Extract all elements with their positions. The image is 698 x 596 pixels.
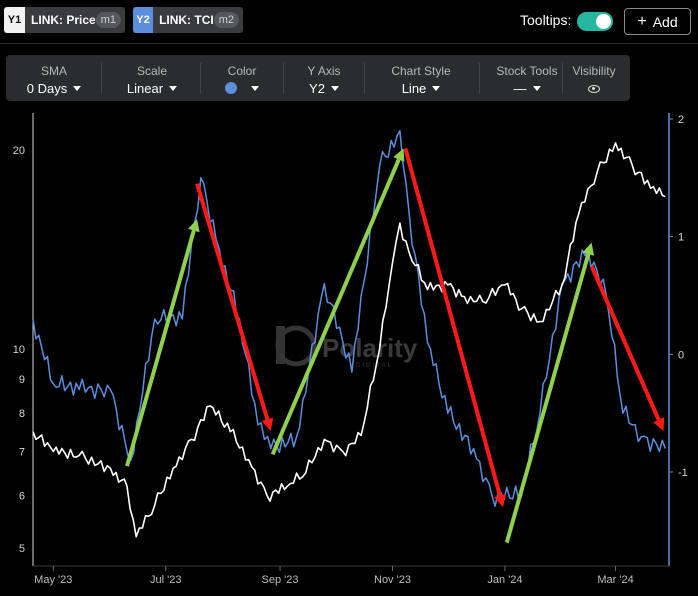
- trend-arrow: [125, 230, 196, 467]
- left-axis-tick: 6: [19, 491, 25, 503]
- x-axis-tick: Sep '23: [262, 574, 299, 586]
- stock-tools-value: —: [513, 81, 527, 96]
- trend-arrow-head: [188, 219, 200, 233]
- chevron-down-icon: [169, 86, 178, 91]
- x-axis-tick: Jan '24: [487, 574, 522, 586]
- polarity-watermark: Polarity DIGITAL: [275, 325, 418, 369]
- chart-toolbar: SMA 0 Days Scale Linear Color Y Axis Y2 …: [6, 55, 630, 101]
- sma-label: SMA: [40, 64, 67, 78]
- toggle-knob: [596, 14, 611, 29]
- add-button-label: Add: [652, 13, 678, 30]
- toolbar-divider: [479, 63, 480, 93]
- trend-arrow-head: [653, 417, 665, 431]
- chart-style-value: Line: [401, 81, 427, 96]
- trend-arrow: [403, 147, 502, 497]
- tooltips-toggle[interactable]: [577, 12, 613, 31]
- trend-arrow-head: [494, 494, 506, 508]
- chevron-down-icon: [330, 86, 339, 91]
- visibility-control[interactable]: Visibility: [566, 55, 622, 101]
- y2-tag: Y2: [133, 7, 154, 33]
- color-swatch: [225, 82, 237, 94]
- series-chip-price[interactable]: Y1 LINK: Price m1: [4, 7, 125, 33]
- toolbar-divider: [200, 63, 201, 93]
- left-axis-tick: 9: [19, 374, 25, 386]
- yaxis-value: Y2: [309, 81, 325, 96]
- toolbar-divider: [562, 63, 563, 93]
- color-label: Color: [227, 64, 257, 78]
- series-chip-tci-label: LINK: TCI: [159, 13, 214, 27]
- trend-arrow: [270, 158, 401, 456]
- chart-style-control[interactable]: Chart Style Line: [376, 55, 466, 101]
- chart-style-label: Chart Style: [391, 64, 451, 78]
- toolbar-divider: [283, 63, 284, 93]
- left-axis-tick: 10: [13, 344, 25, 356]
- right-axis-tick: -1: [678, 467, 688, 479]
- chevron-down-icon: [73, 86, 82, 91]
- scale-control[interactable]: Scale Linear: [116, 55, 188, 101]
- scale-label: Scale: [136, 64, 168, 78]
- header-divider: [0, 43, 698, 44]
- x-axis-tick: May '23: [34, 574, 72, 586]
- series-chip-price-marker: m1: [95, 12, 121, 28]
- trend-arrow: [504, 253, 591, 544]
- series-chip-tci-marker: m2: [213, 12, 239, 28]
- right-axis-tick: 0: [678, 349, 684, 361]
- x-axis-tick: Nov '23: [374, 574, 411, 586]
- add-button[interactable]: + Add: [624, 8, 691, 35]
- trend-arrow-head: [393, 148, 405, 162]
- color-control[interactable]: Color: [214, 55, 270, 101]
- series-chip-tci[interactable]: Y2 LINK: TCI m2: [133, 7, 243, 33]
- visibility-label: Visibility: [572, 64, 616, 78]
- chevron-down-icon: [251, 86, 259, 91]
- toolbar-divider: [101, 63, 102, 93]
- yaxis-label: Y Axis: [307, 64, 341, 78]
- tooltips-label: Tooltips:: [520, 12, 572, 28]
- trend-arrow-head: [582, 242, 595, 256]
- plus-icon: +: [637, 12, 647, 30]
- watermark-brand: Polarity: [322, 333, 418, 363]
- sma-control[interactable]: SMA 0 Days: [20, 55, 88, 101]
- trend-arrow-head: [261, 417, 274, 431]
- x-axis-tick: Mar '24: [597, 574, 633, 586]
- stock-tools-control[interactable]: Stock Tools —: [488, 55, 566, 101]
- x-axis-tick: Jul '23: [150, 574, 181, 586]
- eye-icon: [588, 85, 600, 93]
- price-line: [32, 142, 666, 538]
- toolbar-divider: [364, 63, 365, 93]
- scale-value: Linear: [126, 81, 164, 96]
- left-axis-tick: 7: [19, 446, 25, 458]
- trend-arrow: [195, 183, 270, 420]
- left-axis-tick: 8: [19, 408, 25, 420]
- yaxis-control[interactable]: Y Axis Y2: [298, 55, 350, 101]
- sma-value: 0 Days: [26, 81, 68, 96]
- watermark-sub: DIGITAL: [356, 363, 393, 369]
- stock-tools-label: Stock Tools: [496, 64, 558, 78]
- left-axis-tick: 5: [19, 543, 25, 555]
- series-chip-price-label: LINK: Price: [31, 13, 96, 27]
- left-axis-tick: 20: [13, 145, 25, 157]
- right-axis-tick: 1: [678, 232, 684, 244]
- chevron-down-icon: [432, 86, 441, 91]
- trend-arrow: [589, 265, 661, 421]
- y1-tag: Y1: [4, 7, 26, 33]
- chevron-down-icon: [532, 86, 541, 91]
- right-axis-tick: 2: [678, 114, 684, 126]
